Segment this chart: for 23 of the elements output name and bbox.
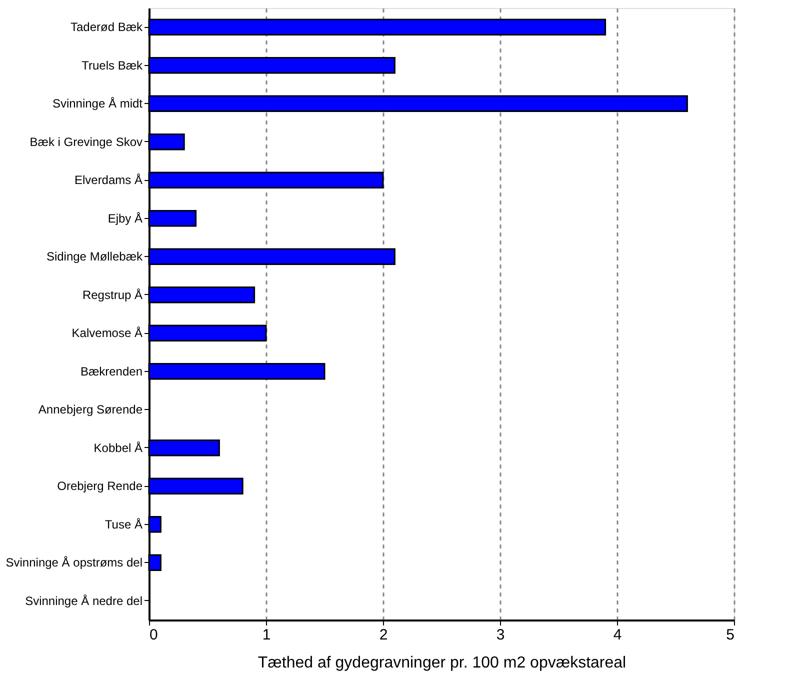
- y-tick-label: Sidinge Møllebæk: [46, 250, 144, 264]
- y-tick-label: Regstrup Å: [82, 288, 142, 302]
- y-tick-label: Annebjerg Sørende: [38, 402, 143, 417]
- x-tick-label: 4: [613, 626, 622, 644]
- y-tick-label: Truels Bæk: [82, 58, 144, 72]
- y-tick-label: Svinninge Å midt: [52, 96, 144, 111]
- y-tick-label: Tuse Å: [104, 517, 142, 532]
- x-tick-label: 1: [262, 626, 271, 644]
- y-tick-label: Bækrenden: [80, 364, 142, 378]
- y-tick-label: Taderød Bæk: [70, 20, 144, 34]
- y-tick-label: Orebjerg Rende: [57, 479, 143, 494]
- x-tick-label: 2: [379, 626, 388, 644]
- y-tick-label: Svinninge Å nedre del: [25, 594, 142, 608]
- y-tick-label: Ejby Å: [108, 211, 142, 226]
- y-tick-label: Elverdams Å: [74, 173, 142, 188]
- y-tick-label: Svinninge Å opstrøms del: [6, 556, 142, 570]
- y-tick-label: Kobbel Å: [94, 440, 142, 455]
- x-tick-label: 3: [496, 626, 505, 644]
- x-tick-label: 5: [726, 626, 734, 644]
- x-axis-title: Tæthed af gydegravninger pr. 100 m2 opvækstareal: [258, 654, 626, 672]
- x-tick-label: 0: [150, 626, 158, 644]
- y-tick-label: Kalvemose Å: [72, 326, 142, 340]
- y-tick-label: Bæk i Grevinge Skov: [30, 134, 142, 149]
